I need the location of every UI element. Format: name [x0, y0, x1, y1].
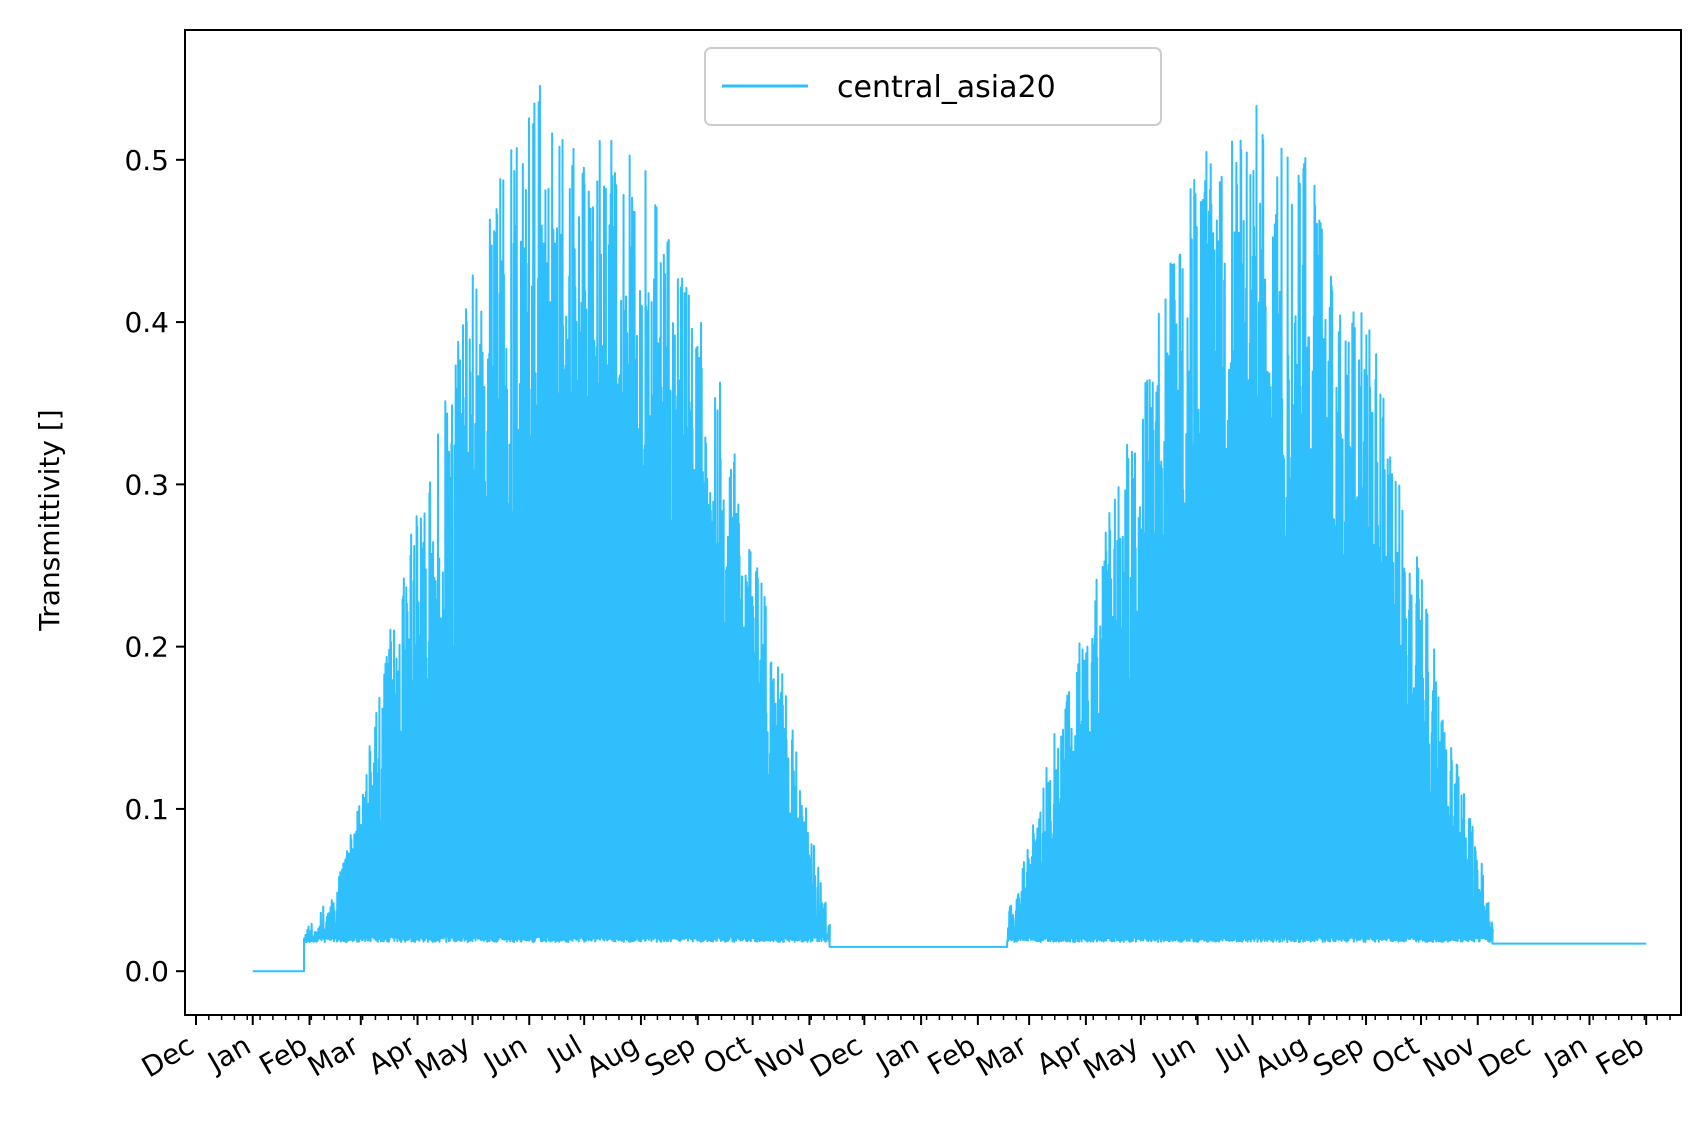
- y-tick-label: 0.1: [124, 793, 169, 826]
- x-tick-label: Mar: [970, 1028, 1033, 1083]
- x-tick-label: Jun: [477, 1028, 533, 1079]
- x-tick-label: Jan: [201, 1028, 257, 1079]
- legend: central_asia20: [704, 47, 1162, 126]
- x-tick-label: Dec: [804, 1028, 867, 1084]
- x-tick-label: Aug: [581, 1028, 645, 1084]
- y-axis-title: Transmittivity []: [33, 409, 66, 631]
- plot-area: [252, 84, 1647, 973]
- x-tick-label: Jan: [1537, 1028, 1593, 1079]
- plot-frame: [184, 29, 1682, 1016]
- x-tick-label: Aug: [1249, 1028, 1313, 1084]
- series-line: [252, 84, 1647, 973]
- y-tick-label: 0.2: [124, 631, 169, 664]
- x-tick-label: Jun: [1145, 1028, 1201, 1079]
- x-tick-label: Dec: [136, 1028, 199, 1084]
- legend-label: central_asia20: [837, 70, 1056, 105]
- x-tick-label: Oct: [1366, 1028, 1424, 1081]
- legend-box: [704, 47, 1162, 126]
- x-tick-label: Jul: [1209, 1028, 1257, 1074]
- x-tick-label: Sep: [639, 1028, 701, 1083]
- y-tick-label: 0.3: [124, 468, 169, 501]
- x-tick-label: Jul: [540, 1028, 588, 1074]
- x-tick-label: Nov: [1417, 1028, 1481, 1084]
- y-axis: 0.0 0.1 0.2 0.3 0.4 0.5: [124, 144, 185, 988]
- y-tick-label: 0.4: [124, 306, 169, 339]
- x-tick-label: May: [409, 1028, 476, 1086]
- x-tick-label: May: [1078, 1028, 1145, 1086]
- x-tick-label: Dec: [1473, 1028, 1536, 1084]
- x-tick-label: Feb: [1590, 1028, 1649, 1081]
- x-tick-label: Mar: [302, 1028, 365, 1083]
- y-tick-label: 0.5: [124, 144, 169, 177]
- y-tick-label: 0.0: [124, 955, 169, 988]
- x-tick-label: Jan: [869, 1028, 925, 1079]
- x-tick-label: Nov: [749, 1028, 813, 1084]
- x-tick-label: Sep: [1307, 1028, 1369, 1083]
- x-tick-label: Oct: [698, 1028, 756, 1081]
